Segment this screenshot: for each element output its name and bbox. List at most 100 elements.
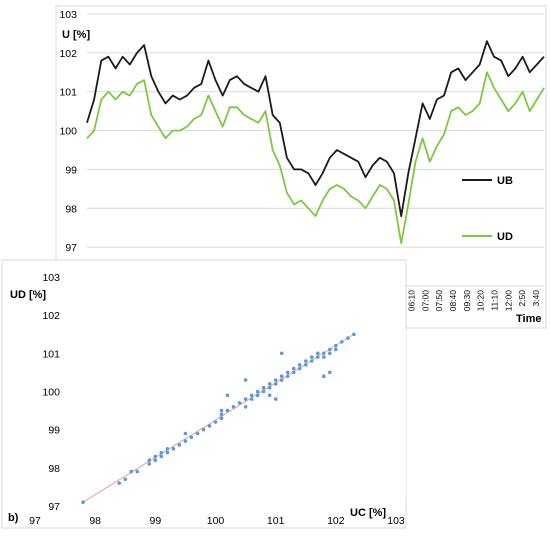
x-tick-label: 2:50	[517, 290, 527, 307]
scatter-point	[304, 363, 308, 367]
scatter-point	[316, 351, 320, 356]
y-tick-label-102: 102	[59, 48, 77, 60]
scatter-point	[304, 359, 308, 363]
scatter-point	[279, 378, 284, 382]
x-tick-label-100: 100	[207, 515, 225, 527]
scatter-point	[117, 481, 121, 485]
x-tick-label: 11:10	[489, 290, 499, 311]
y-tick-label-103: 103	[59, 9, 77, 21]
scatter-point	[195, 431, 200, 436]
scatter-point	[310, 359, 314, 363]
y-tick-label-99: 99	[65, 164, 77, 176]
scatter-point	[153, 458, 158, 463]
x-tick-label-103: 103	[387, 515, 405, 527]
scatter-point	[219, 416, 224, 421]
scatter-point	[201, 427, 206, 432]
scatter-point	[267, 393, 272, 398]
x-tick-label: 07:00	[420, 290, 430, 312]
scatter-point	[171, 447, 176, 451]
scatter-point	[279, 374, 284, 379]
panel-b-y-axis-label: UD [%]	[10, 289, 46, 301]
scatter-point	[297, 363, 302, 367]
y-tick-label-101: 101	[59, 87, 77, 99]
y-tick-label-97: 97	[65, 242, 77, 254]
scatter-point	[285, 374, 290, 379]
x-tick-label: 06:10	[406, 290, 416, 312]
scatter-point	[322, 374, 326, 379]
scatter-point	[255, 389, 260, 394]
x-tick-label: 3:40	[531, 290, 541, 307]
scatter-point	[123, 477, 128, 482]
scatter-point	[213, 420, 218, 424]
scatter-point	[225, 393, 230, 398]
scatter-point	[147, 462, 152, 466]
y-tick-label-100: 100	[59, 126, 77, 138]
y-tick-label-101: 101	[42, 348, 60, 360]
x-tick-label: 12:00	[503, 290, 513, 312]
scatter-point	[273, 382, 278, 386]
scatter-point	[243, 397, 248, 401]
scatter-point	[255, 393, 260, 398]
scatter-point	[267, 385, 272, 390]
y-tick-label-98: 98	[65, 203, 77, 215]
panel-a-legend: UB UD	[462, 175, 513, 243]
scatter-point	[267, 382, 272, 386]
scatter-point	[129, 469, 134, 474]
scatter-point	[189, 435, 194, 440]
y-tick-label-99: 99	[48, 425, 60, 437]
scatter-point	[183, 431, 188, 436]
scatter-point	[183, 439, 188, 443]
panel-b-x-axis-label: UC [%]	[350, 507, 386, 519]
series-line-ud	[86, 71, 545, 245]
scatter-point	[237, 401, 242, 405]
trend-line	[82, 333, 355, 503]
x-tick-label-102: 102	[327, 515, 345, 527]
panel-b-trend-line	[82, 333, 355, 503]
x-tick-label: 08:40	[448, 290, 458, 312]
scatter-point	[279, 351, 284, 356]
scatter-point	[322, 351, 326, 356]
panel-b-x-ticks: 97 98 99 100 101 102 103	[29, 515, 405, 527]
scatter-point	[135, 469, 140, 474]
scatter-point	[328, 351, 332, 356]
scatter-point	[261, 389, 266, 394]
scatter-point	[285, 370, 290, 375]
scatter-point	[310, 355, 314, 359]
x-tick-label-99: 99	[149, 515, 161, 527]
scatter-point	[273, 378, 278, 382]
y-tick-label-100: 100	[42, 387, 60, 399]
scatter-point	[328, 347, 332, 352]
scatter-point	[291, 370, 296, 375]
y-tick-label-97: 97	[48, 501, 60, 513]
scatter-point	[219, 412, 224, 417]
panel-b-plot-background	[56, 328, 406, 498]
x-tick-label-101: 101	[267, 515, 285, 527]
x-tick-label: 09:30	[462, 290, 472, 312]
scatter-point	[231, 405, 236, 409]
scatter-point	[225, 408, 230, 413]
scatter-point	[165, 447, 170, 451]
scatter-point	[316, 355, 320, 359]
scatter-point	[249, 397, 254, 401]
panel-b-scatter-chart: 97 98 99 100 101 102 103 97 98 99 100 101 102 103 UD…	[1, 259, 407, 529]
scatter-point	[177, 443, 182, 447]
legend-ud-label: UD	[497, 231, 513, 243]
panel-a-x-axis-label: Time	[516, 313, 541, 325]
scatter-point	[243, 405, 248, 409]
panel-b-label: b)	[8, 512, 19, 524]
scatter-point	[159, 454, 164, 459]
scatter-point	[340, 340, 344, 344]
scatter-point	[147, 458, 152, 463]
y-tick-label-103: 103	[42, 272, 60, 284]
scatter-point	[297, 366, 302, 371]
scatter-point	[334, 347, 338, 352]
y-tick-label-102: 102	[42, 310, 60, 322]
panel-a-series	[86, 40, 545, 245]
scatter-point	[165, 450, 170, 455]
scatter-point	[261, 385, 266, 390]
scatter-point	[219, 408, 224, 413]
scatter-point	[346, 336, 350, 340]
panel-b-y-ticks: 97 98 99 100 101 102 103	[42, 272, 60, 513]
scatter-point	[153, 454, 158, 459]
panel-b-points	[81, 332, 356, 505]
